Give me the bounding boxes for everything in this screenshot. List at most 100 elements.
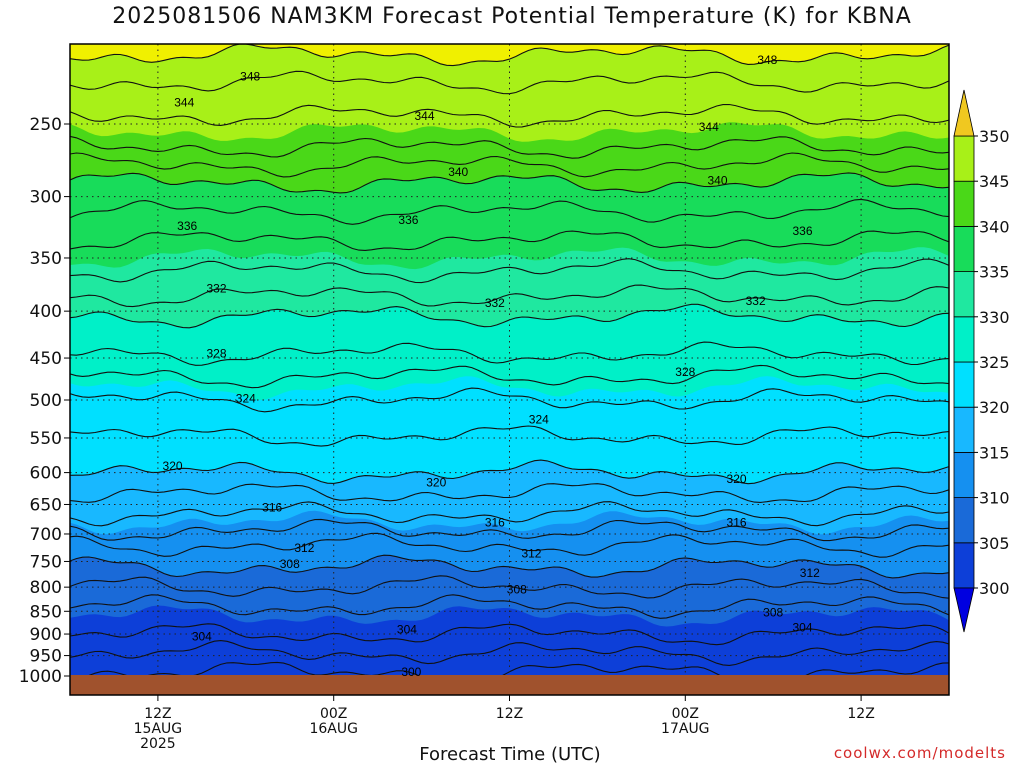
contour-label: 312 [294, 541, 314, 555]
colorbar-swatch [953, 271, 975, 318]
ground-surface [70, 675, 949, 695]
y-tick-label: 550 [30, 429, 62, 449]
contour-label: 344 [174, 96, 194, 110]
contour-label: 332 [206, 282, 226, 296]
contour-label: 328 [675, 365, 695, 379]
contour-line [70, 425, 949, 447]
contour-label: 344 [699, 120, 719, 134]
contour-label: 316 [727, 515, 747, 529]
contour-line [70, 258, 949, 284]
contour-label: 324 [529, 412, 549, 426]
contour-label: 316 [262, 501, 282, 515]
colorbar-swatch [953, 180, 975, 227]
contour-line [70, 459, 949, 485]
x-axis-label: Forecast Time (UTC) [419, 744, 601, 765]
x-tick-label: 16AUG [309, 721, 358, 737]
contour-label: 328 [206, 347, 226, 361]
contour-line [70, 501, 949, 527]
contour-labels: 348 348 344 344 344 340 340 336 336 336 332 332 332 3… [163, 53, 821, 679]
colorbar-top-arrow [953, 89, 975, 137]
colorbar-swatch [953, 542, 975, 589]
contour-label: 336 [177, 219, 197, 233]
colorbar-swatch [953, 361, 975, 408]
colorbar: 300 305 310 315 320 325 330 335 340 345 350 [953, 89, 1010, 633]
contour-label: 308 [280, 557, 300, 571]
y-tick-label: 500 [30, 391, 62, 411]
colorbar-label: 315 [979, 443, 1010, 462]
y-tick-label: 1000 [19, 667, 62, 687]
y-tick-label: 400 [30, 302, 62, 322]
contour-label: 304 [192, 629, 212, 643]
contour-label: 324 [236, 391, 256, 405]
y-tick-label: 250 [30, 115, 62, 135]
contour-label: 312 [800, 566, 820, 580]
contour-label: 300 [401, 665, 421, 679]
contour-label: 344 [415, 109, 435, 123]
contour-label: 320 [426, 475, 446, 489]
y-tick-label: 750 [30, 552, 62, 572]
y-tick-label: 450 [30, 349, 62, 369]
y-tick-label: 650 [30, 495, 62, 515]
contour-label: 336 [792, 224, 812, 238]
x-tick-label: 17AUG [661, 721, 710, 737]
colorbar-bottom-arrow [953, 587, 975, 633]
y-tick-label: 300 [30, 188, 62, 208]
watermark: coolwx.com/modelts [833, 744, 1006, 762]
contour-label: 336 [398, 213, 418, 227]
contour-line [70, 623, 949, 646]
y-tick-label: 850 [30, 602, 62, 622]
contour-label: 308 [507, 583, 527, 597]
contour-line [70, 575, 949, 599]
colorbar-label: 340 [979, 217, 1010, 236]
contour-label: 332 [485, 296, 505, 310]
colorbar-label: 300 [979, 579, 1010, 598]
y-tick-label: 350 [30, 249, 62, 269]
colorbar-label: 310 [979, 489, 1010, 508]
y-tick-label: 700 [30, 525, 62, 545]
chart-title: 2025081506 NAM3KM Forecast Potential Tem… [112, 4, 912, 29]
band-fill [70, 44, 949, 142]
colorbar-label: 320 [979, 398, 1010, 417]
colorbar-label: 325 [979, 353, 1010, 372]
colorbar-swatch [953, 135, 975, 182]
contour-line [70, 44, 949, 67]
contour-line [70, 341, 949, 366]
y-tick-label: 600 [30, 464, 62, 484]
colorbar-label: 345 [979, 172, 1010, 191]
y-axis: 250 300 350 400 450 500 550 600 650 700 750 800 850 9… [19, 115, 70, 687]
colorbar-label: 330 [979, 308, 1010, 327]
colorbar-swatch [953, 225, 975, 272]
x-tick-label: 12Z [144, 706, 171, 722]
grid-lines [70, 44, 949, 675]
colorbar-label: 350 [979, 127, 1010, 146]
x-tick-label: 00Z [320, 706, 347, 722]
contour-label: 348 [757, 53, 777, 67]
colorbar-label: 305 [979, 534, 1010, 553]
contour-label: 340 [448, 165, 468, 179]
contour-label: 332 [746, 294, 766, 308]
contour-label: 340 [708, 173, 728, 187]
colorbar-swatch [953, 316, 975, 363]
colorbar-label: 335 [979, 263, 1010, 282]
y-tick-label: 900 [30, 625, 62, 645]
contour-label: 348 [240, 70, 260, 84]
contour-line [70, 594, 949, 619]
contour-label: 312 [521, 546, 541, 560]
colorbar-swatch [953, 406, 975, 453]
contour-line [70, 198, 949, 225]
contour-label: 304 [397, 623, 417, 637]
contour-label: 320 [163, 459, 183, 473]
x-tick-label: 12Z [496, 706, 523, 722]
y-tick-label: 950 [30, 647, 62, 667]
colorbar-swatch [953, 451, 975, 498]
contour-label: 320 [727, 472, 747, 486]
contour-line [70, 103, 949, 128]
contour-line [70, 483, 949, 503]
x-tick-label: 12Z [847, 706, 874, 722]
x-tick-label: 2025 [140, 736, 176, 752]
contour-label: 308 [763, 606, 783, 620]
contour-label: 304 [792, 620, 812, 634]
contour-line [70, 284, 949, 308]
